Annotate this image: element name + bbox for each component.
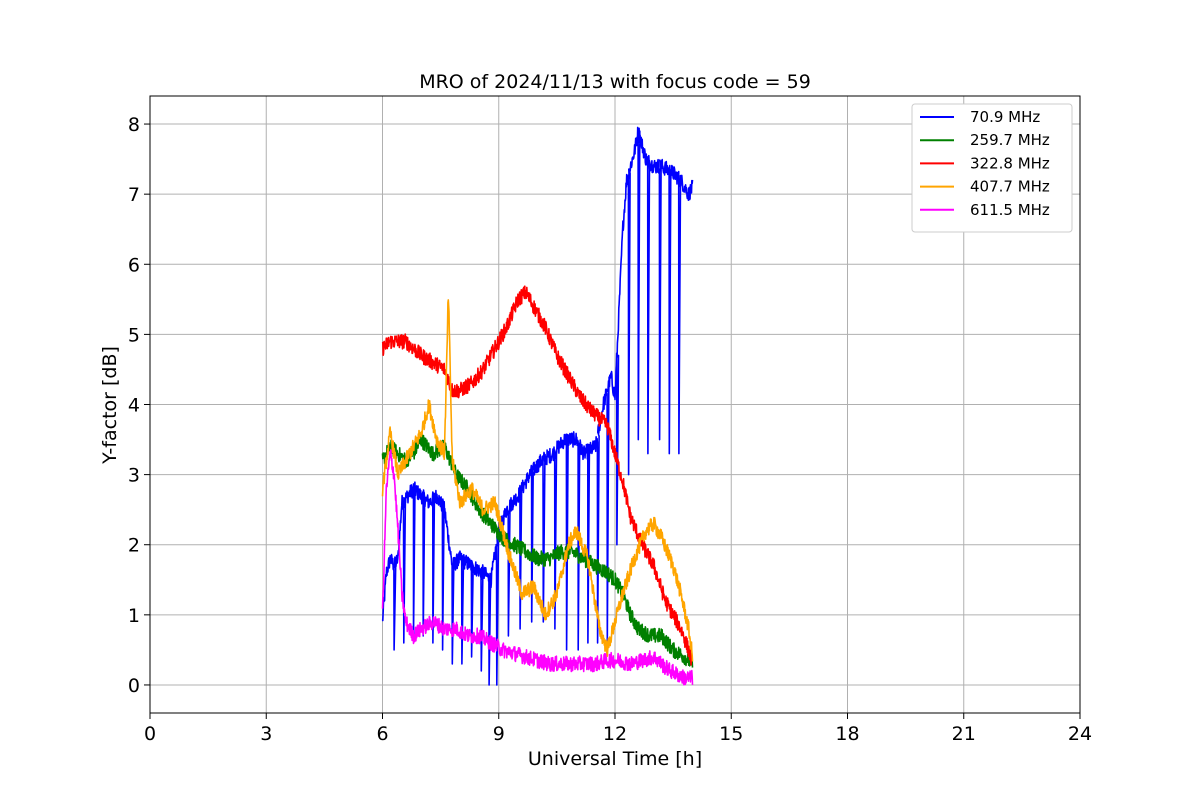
series-line-4 — [381, 449, 694, 686]
x-tick-label: 3 — [260, 723, 272, 745]
x-tick-label: 21 — [952, 723, 976, 745]
legend-box — [911, 103, 1073, 233]
y-axis-label: Y-factor [dB] — [99, 346, 121, 465]
y-tick-label: 5 — [128, 324, 140, 346]
grid — [149, 96, 1081, 713]
chart-title: MRO of 2024/11/13 with focus code = 59 — [419, 71, 811, 93]
series-line-0 — [381, 126, 694, 686]
y-tick-label: 7 — [128, 184, 140, 206]
y-tick-label: 3 — [128, 465, 140, 487]
legend: 70.9 MHz 259.7 MHz 322.8 MHz 407.7 MHz 611.5… — [911, 103, 1073, 233]
legend-entry: 407.7 MHz — [970, 178, 1050, 196]
series-line-1 — [381, 433, 694, 668]
series-layer — [381, 126, 694, 686]
y-tick-label: 6 — [128, 254, 140, 276]
legend-entry: 611.5 MHz — [970, 201, 1050, 219]
x-tick-label: 6 — [376, 723, 388, 745]
y-tick-label: 8 — [128, 114, 140, 136]
x-tick-label: 18 — [835, 723, 859, 745]
legend-entry: 259.7 MHz — [970, 131, 1050, 149]
x-tick-label: 9 — [493, 723, 505, 745]
series-line-2 — [381, 285, 693, 666]
x-tick-label: 0 — [144, 723, 156, 745]
y-tick-label: 2 — [128, 535, 140, 557]
x-tick-label: 15 — [719, 723, 743, 745]
legend-entry: 70.9 MHz — [970, 108, 1040, 126]
x-tick-label: 24 — [1068, 723, 1092, 745]
x-tick-label: 12 — [603, 723, 627, 745]
y-tick-label: 0 — [128, 675, 140, 697]
series-line-3 — [381, 299, 694, 662]
y-tick-label: 4 — [128, 395, 140, 417]
y-tick-label: 1 — [128, 605, 140, 627]
legend-entry: 322.8 MHz — [970, 154, 1050, 172]
x-axis-label: Universal Time [h] — [528, 748, 702, 770]
